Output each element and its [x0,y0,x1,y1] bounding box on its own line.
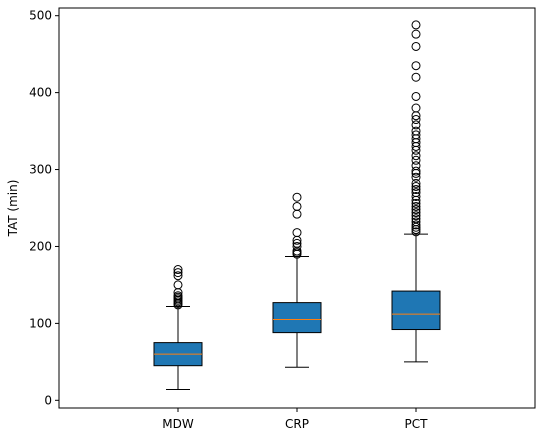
x-tick-label: MDW [162,417,194,431]
box-crp [272,302,322,334]
outlier-point [411,72,421,82]
x-tick-label: PCT [405,417,429,431]
outlier-point [411,151,421,161]
outlier-point [411,155,421,165]
outlier-point [411,166,421,176]
outlier-point [411,198,421,208]
y-tick-label: 200 [29,239,52,253]
outlier-point [411,220,421,230]
y-tick-label: 0 [44,393,52,407]
outlier-point [292,192,302,202]
outlier-point [411,115,421,125]
box-pct [391,290,441,331]
outlier-point [411,188,421,198]
outlier-point [411,178,421,188]
outlier-point [411,130,421,140]
outlier-point [411,172,421,182]
plot-area: 0 100 200 300 400 500 MDW CRP PCT [29,7,536,431]
outlier-point [173,268,183,278]
outlier-point [411,91,421,101]
outlier-point [292,228,302,238]
y-axis-label: TAT (min) [6,180,20,238]
y-tick-label: 500 [29,9,52,23]
outlier-point [411,29,421,39]
outlier-point [411,161,421,171]
outlier-point [411,227,421,237]
y-tick-label: 400 [29,86,52,100]
outlier-point [411,201,421,211]
outlier-point [411,181,421,191]
outlier-point [411,103,421,113]
outlier-point [173,271,183,281]
outlier-point [411,208,421,218]
outlier-point [292,241,302,251]
outlier-point [292,238,302,248]
x-tick-label: CRP [285,417,309,431]
outlier-point [292,201,302,211]
outlier-point [411,41,421,51]
outlier-point [411,61,421,71]
outlier-point [411,211,421,221]
outlier-point [411,191,421,201]
outlier-point [411,185,421,195]
outlier-point [173,265,183,275]
outlier-point [411,217,421,227]
outlier-point [411,20,421,30]
outlier-point [411,214,421,224]
y-tick-label: 100 [29,316,52,330]
outlier-point [173,280,183,290]
y-tick-label: 300 [29,163,52,177]
outlier-point [173,291,183,301]
outlier-point [411,120,421,130]
outlier-point [411,205,421,215]
outlier-point [411,126,421,136]
outlier-point [292,209,302,219]
